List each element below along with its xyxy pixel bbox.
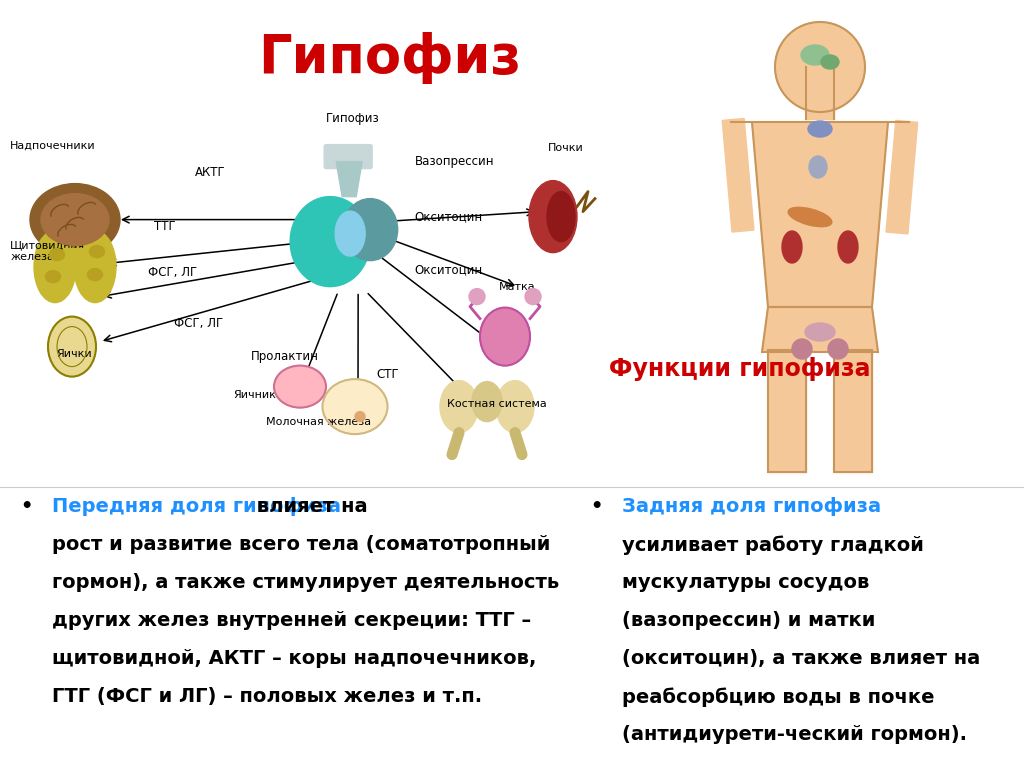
Bar	[63, 248, 87, 262]
Ellipse shape	[496, 380, 534, 433]
Ellipse shape	[801, 45, 829, 65]
Ellipse shape	[809, 156, 827, 178]
Ellipse shape	[805, 323, 835, 341]
Ellipse shape	[335, 211, 366, 256]
Ellipse shape	[74, 231, 116, 303]
Ellipse shape	[547, 192, 575, 242]
Text: (антидиурети-ческий гормон).: (антидиурети-ческий гормон).	[622, 725, 967, 744]
Text: •: •	[20, 497, 33, 516]
Text: Щитовидная
железа: Щитовидная железа	[10, 241, 85, 262]
Bar	[886, 120, 918, 234]
Text: Пролактин: Пролактин	[251, 351, 318, 363]
Text: Окситоцин: Окситоцин	[415, 210, 483, 222]
Text: мускулатуры сосудов: мускулатуры сосудов	[622, 573, 869, 592]
Ellipse shape	[821, 55, 839, 69]
Text: Вазопрессин: Вазопрессин	[415, 155, 495, 167]
Text: щитовидной, АКТГ – коры надпочечников,: щитовидной, АКТГ – коры надпочечников,	[52, 649, 537, 668]
Circle shape	[775, 22, 865, 112]
Ellipse shape	[290, 196, 370, 287]
Text: •: •	[590, 497, 602, 516]
Text: рост и развитие всего тела (соматотропный: рост и развитие всего тела (соматотропны…	[52, 535, 550, 554]
Bar	[834, 350, 872, 472]
Text: влияет на: влияет на	[250, 497, 368, 516]
Ellipse shape	[782, 231, 802, 263]
Ellipse shape	[838, 231, 858, 263]
Text: Задняя доля гипофиза: Задняя доля гипофиза	[622, 497, 881, 516]
Text: Яички: Яички	[56, 349, 92, 360]
Text: Почки: Почки	[548, 143, 584, 153]
Ellipse shape	[89, 245, 104, 258]
Text: ГТГ (ФСГ и ЛГ) – половых желез и т.п.: ГТГ (ФСГ и ЛГ) – половых желез и т.п.	[52, 687, 482, 706]
Ellipse shape	[440, 380, 478, 433]
Bar	[722, 119, 754, 232]
Text: усиливает работу гладкой: усиливает работу гладкой	[622, 535, 924, 555]
Text: ФСГ, ЛГ: ФСГ, ЛГ	[148, 266, 198, 278]
FancyBboxPatch shape	[325, 145, 372, 169]
Ellipse shape	[87, 268, 102, 281]
Ellipse shape	[323, 379, 387, 434]
Ellipse shape	[480, 308, 530, 366]
Text: Молочная железа: Молочная железа	[266, 416, 372, 427]
Text: СТГ: СТГ	[377, 368, 399, 380]
Text: Надпочечники: Надпочечники	[10, 140, 96, 151]
Circle shape	[828, 339, 848, 359]
Circle shape	[525, 288, 541, 304]
Ellipse shape	[274, 366, 326, 407]
Ellipse shape	[34, 231, 76, 303]
Text: других желез внутренней секреции: ТТГ –: других желез внутренней секреции: ТТГ –	[52, 611, 531, 630]
Text: реабсорбцию воды в почке: реабсорбцию воды в почке	[622, 687, 935, 706]
Ellipse shape	[48, 317, 96, 377]
Text: Гипофиз: Гипофиз	[326, 113, 379, 125]
Ellipse shape	[45, 271, 60, 282]
Ellipse shape	[41, 193, 109, 245]
Text: гормон), а также стимулирует деятельность: гормон), а также стимулирует деятельност…	[52, 573, 559, 592]
Bar	[768, 350, 806, 472]
Ellipse shape	[529, 180, 577, 252]
Ellipse shape	[343, 199, 397, 261]
Text: ТТГ: ТТГ	[154, 220, 175, 232]
Text: АКТГ: АКТГ	[195, 166, 225, 179]
Ellipse shape	[808, 121, 831, 137]
Text: Матка: Матка	[499, 281, 536, 292]
PathPatch shape	[336, 162, 362, 196]
Circle shape	[355, 412, 365, 422]
Text: Функции гипофиза: Функции гипофиза	[609, 357, 870, 381]
Bar	[768, 350, 806, 472]
Bar	[806, 67, 834, 119]
Text: Яичник: Яичник	[233, 390, 276, 400]
Ellipse shape	[30, 183, 120, 255]
Text: (окситоцин), а также влияет на: (окситоцин), а также влияет на	[622, 649, 980, 668]
Text: Окситоцин: Окситоцин	[415, 264, 483, 276]
Circle shape	[792, 339, 812, 359]
Text: Костная система: Костная система	[447, 399, 547, 410]
PathPatch shape	[762, 307, 878, 352]
Circle shape	[469, 288, 485, 304]
Bar	[834, 350, 872, 472]
Text: (вазопрессин) и матки: (вазопрессин) и матки	[622, 611, 876, 630]
Ellipse shape	[788, 207, 831, 227]
PathPatch shape	[752, 122, 888, 307]
Ellipse shape	[49, 249, 65, 261]
Ellipse shape	[472, 382, 502, 422]
Text: Передняя доля гипофиза: Передняя доля гипофиза	[52, 497, 341, 516]
Text: Гипофиз: Гипофиз	[258, 32, 521, 84]
Text: ФСГ, ЛГ: ФСГ, ЛГ	[174, 318, 223, 330]
